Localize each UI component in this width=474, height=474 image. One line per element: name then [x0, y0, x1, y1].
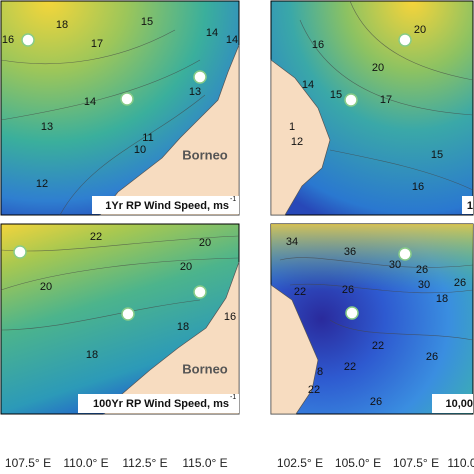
contour-label: 20	[40, 281, 52, 293]
contour-label: 22	[294, 286, 306, 298]
contour-label: 17	[91, 38, 103, 50]
site-marker	[193, 70, 207, 84]
contour-label: 15	[431, 149, 443, 161]
contour	[0, 29, 206, 216]
contour-label: 26	[342, 284, 354, 296]
contour-label: 22	[372, 340, 384, 352]
panel: 20 20 16 14 15 17 1 12 15 16 1	[270, 0, 474, 216]
contour	[299, 0, 474, 191]
title-box	[78, 394, 239, 413]
panel: Borneo 18 15 16 17 14 14 14 13 13 11 10 …	[0, 0, 240, 216]
contour-label: 34	[286, 236, 298, 248]
contour-label: 26	[426, 351, 438, 363]
panel-title: 1Yr RP Wind Speed, ms	[105, 200, 229, 212]
panel: 34 36 30 30 26 26 22 26 18 22 26 8 22 22…	[270, 223, 474, 415]
x-tick-label: 107.5° E	[393, 456, 439, 470]
panel-title: 1	[467, 200, 473, 212]
contour-label: 20	[414, 24, 426, 36]
region-label: Borneo	[182, 147, 228, 162]
region-label: Borneo	[182, 361, 228, 376]
contour-label: 15	[141, 16, 153, 28]
contour-label: 18	[86, 349, 98, 361]
land	[270, 284, 319, 415]
panel: Borneo 22 20 20 20 18 16 18 100Yr RP Win…	[0, 223, 240, 415]
x-tick-label: 102.5° E	[277, 456, 323, 470]
contour-label: 16	[224, 311, 236, 323]
contour-label: 16	[2, 34, 14, 46]
contour-label: 20	[199, 237, 211, 249]
contour-label: 22	[90, 231, 102, 243]
panel-title: 100Yr RP Wind Speed, ms	[93, 398, 229, 410]
contour-label: 22	[308, 384, 320, 396]
contour-label: 1	[289, 121, 295, 133]
contour-label: 18	[436, 293, 448, 305]
x-tick-label: 110.0° E	[447, 456, 474, 470]
contour-label: 11	[142, 132, 153, 144]
title-text: 1Yr RP Wind Speed, ms	[105, 200, 229, 212]
contour-label: 17	[380, 94, 392, 106]
site-marker	[344, 93, 358, 107]
land	[270, 59, 331, 216]
contour-label: 18	[177, 321, 189, 333]
x-tick-label: 110.0° E	[63, 456, 108, 470]
contour-labels: 34 36 30 30 26 26 22 26 18 22 26 8 22 22…	[286, 236, 466, 408]
x-tick-label: 115.0° E	[182, 456, 227, 470]
contour	[279, 257, 474, 341]
x-axis-left: 107.5° E 110.0° E 112.5° E 115.0° E	[5, 456, 228, 470]
site-marker	[398, 247, 412, 261]
site-marker	[13, 245, 27, 259]
contour-labels: 18 15 16 17 14 14 14 13 13 11 10 12	[2, 16, 238, 190]
contour-label: 14	[302, 79, 314, 91]
panel-title: 10,00	[445, 398, 473, 410]
title-text: 100Yr RP Wind Speed, ms	[93, 398, 229, 410]
contour-label: 30	[418, 279, 430, 291]
contour-labels: 20 20 16 14 15 17 1 12 15 16	[289, 24, 443, 193]
x-tick-label: 105.0° E	[335, 456, 381, 470]
contour-label: 26	[416, 264, 428, 276]
x-tick-label: 107.5° E	[5, 456, 51, 470]
site-marker	[120, 92, 134, 106]
contour-label: 15	[330, 89, 342, 101]
land	[103, 261, 240, 415]
title-sup: -1	[230, 394, 236, 401]
contour-label: 20	[180, 261, 192, 273]
contour-label: 22	[344, 361, 356, 373]
contour-label: 14	[206, 27, 218, 39]
title-box	[462, 196, 473, 214]
contour-label: 30	[389, 259, 401, 271]
contour-label: 13	[41, 121, 53, 133]
contour-label: 16	[312, 39, 324, 51]
contour-label: 26	[370, 396, 382, 408]
site-marker	[398, 33, 412, 47]
contour-label: 12	[36, 178, 48, 190]
title-box	[432, 394, 473, 413]
site-marker	[121, 307, 135, 321]
contour-label: 14	[226, 34, 238, 46]
title-box	[92, 196, 239, 214]
title-sup: -1	[230, 196, 236, 203]
contour-label: 16	[412, 181, 424, 193]
contour-label: 14	[84, 96, 96, 108]
contour-label: 8	[317, 366, 323, 378]
contour-label: 13	[189, 86, 201, 98]
site-marker	[21, 33, 35, 47]
site-marker	[193, 285, 207, 299]
contour-labels: 22 20 20 20 18 16 18	[40, 231, 236, 361]
x-tick-label: 112.5° E	[122, 456, 167, 470]
contour-label: 20	[372, 62, 384, 74]
contour-label: 10	[134, 144, 146, 156]
contour-label: 26	[454, 277, 466, 289]
site-marker	[345, 306, 359, 320]
contour-label: 18	[56, 19, 68, 31]
land	[99, 44, 240, 216]
x-axis-right: 102.5° E 105.0° E 107.5° E 110.0° E	[277, 456, 474, 470]
contour-label: 12	[291, 136, 303, 148]
contour-label: 36	[344, 246, 356, 258]
